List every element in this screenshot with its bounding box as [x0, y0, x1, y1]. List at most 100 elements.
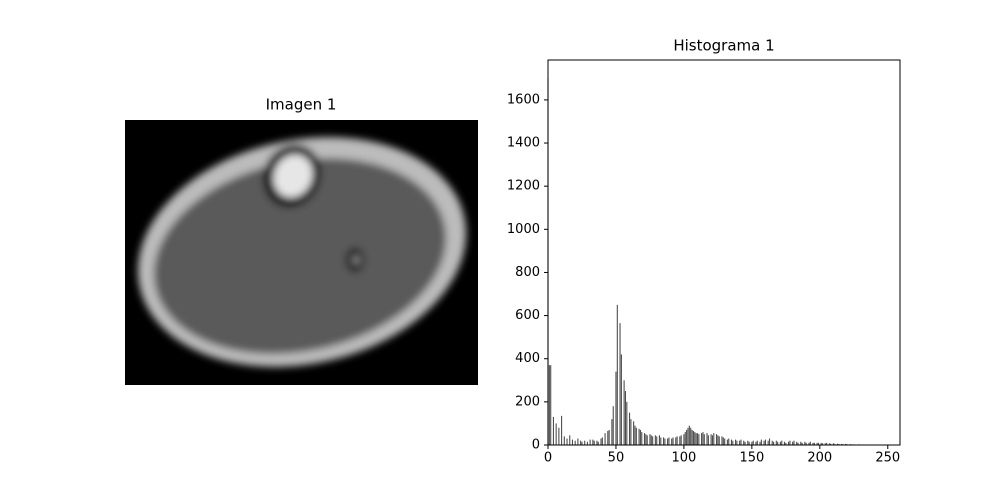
bar [783, 441, 786, 445]
bar [592, 439, 594, 445]
bar [845, 443, 847, 445]
bar [756, 440, 758, 445]
bar [781, 440, 783, 445]
bar [630, 419, 632, 445]
bar [558, 427, 560, 445]
bar [581, 441, 583, 445]
bar [635, 427, 637, 445]
bar [638, 428, 640, 445]
bar [813, 442, 815, 445]
bar [550, 365, 552, 445]
bar [735, 439, 737, 445]
bar [838, 443, 840, 445]
bar [706, 433, 708, 445]
bar [574, 440, 576, 445]
bar [773, 441, 775, 445]
bar [797, 442, 799, 445]
bar [611, 419, 613, 445]
bar [584, 440, 586, 445]
bar [816, 442, 818, 445]
bar [710, 434, 712, 445]
bar [763, 440, 765, 445]
bar [796, 441, 798, 445]
bar [768, 438, 771, 445]
bar [548, 365, 550, 445]
bar [672, 437, 674, 445]
bar [695, 433, 697, 445]
bar [586, 441, 588, 445]
bar [696, 433, 699, 445]
bar [800, 441, 802, 445]
bar [569, 435, 571, 445]
bar [680, 435, 682, 445]
bar [801, 442, 803, 445]
bar [747, 440, 749, 445]
mri-image [125, 120, 478, 385]
plot-area: 0 50 100 150 200 250 0 200 400 600 800 1000 1200 1400… [507, 78, 900, 466]
bar [736, 440, 738, 445]
bar [561, 415, 563, 445]
x-tick-label: 250 [875, 451, 900, 466]
bar [788, 441, 790, 445]
bar [676, 436, 678, 445]
bar [619, 323, 621, 445]
bar [751, 441, 753, 445]
bar [841, 443, 843, 445]
bar [571, 439, 574, 445]
bar [691, 429, 693, 445]
bar [830, 443, 832, 445]
bar [834, 443, 836, 445]
y-tick-label: 400 [515, 351, 540, 366]
bar [667, 438, 669, 445]
x-tick-label: 150 [739, 451, 764, 466]
bar [828, 443, 830, 445]
bar [809, 441, 811, 445]
bar [597, 441, 599, 445]
bar [692, 430, 694, 445]
bar [808, 442, 810, 445]
bar [662, 437, 665, 445]
y-tick-label: 600 [515, 308, 540, 323]
bar [718, 436, 720, 445]
bar [724, 438, 726, 445]
bar [608, 429, 610, 445]
bar [703, 434, 705, 445]
bar [739, 440, 741, 445]
bar [580, 440, 582, 445]
bar [744, 441, 746, 445]
bar [805, 442, 807, 445]
bar [792, 441, 794, 445]
bar [683, 434, 685, 445]
bar [577, 438, 579, 445]
x-tick-label: 100 [671, 451, 696, 466]
bar [826, 442, 828, 445]
bar [615, 371, 617, 445]
bar [804, 441, 806, 445]
bar [589, 439, 591, 445]
bar [596, 440, 598, 445]
bar [620, 354, 622, 445]
bar [686, 429, 688, 445]
bar [641, 432, 643, 445]
bar [650, 435, 652, 445]
bar [646, 435, 648, 445]
bar [775, 440, 777, 445]
bar [726, 439, 728, 445]
bar [643, 433, 646, 445]
bar [552, 416, 554, 445]
y-tick-label: 1000 [507, 222, 540, 237]
bar [660, 437, 662, 445]
y-tick-label: 800 [515, 265, 540, 280]
bar [649, 434, 651, 445]
bar [701, 433, 703, 445]
bar [812, 442, 814, 445]
bar [721, 436, 723, 445]
bar [777, 441, 779, 445]
bar [688, 425, 690, 445]
chart-title: Histograma 1 [673, 37, 774, 55]
bar [607, 430, 609, 445]
bar [612, 406, 614, 445]
y-tick-label: 1600 [507, 92, 540, 107]
bar [675, 437, 677, 445]
bar [820, 442, 822, 445]
